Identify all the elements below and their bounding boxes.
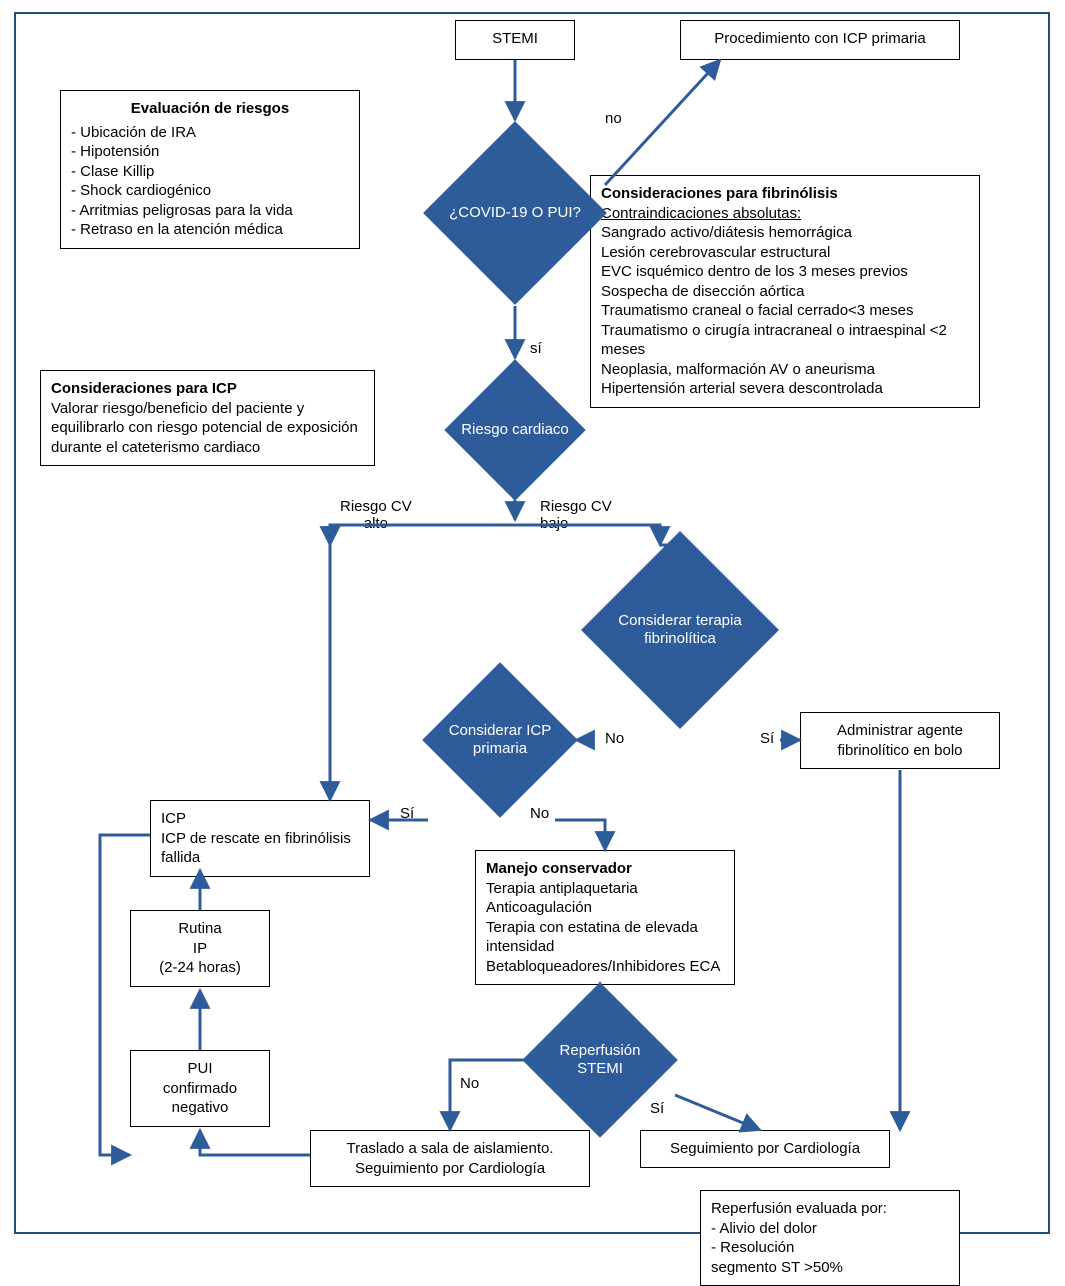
list-item: Arritmias peligrosas para la vida: [71, 201, 349, 221]
edge-label-icp-no: No: [530, 805, 549, 822]
body-line: (2-24 horas): [141, 958, 259, 978]
box-subtitle: Contraindicaciones absolutas:: [601, 204, 969, 224]
edge-label-riesgo-bajo: Riesgo CV bajo: [540, 498, 612, 532]
body-line: ICP de rescate en fibrinólisis fallida: [161, 829, 359, 868]
node-proc-icp-primaria: Procedimiento con ICP primaria: [680, 20, 960, 60]
body-line: Lesión cerebrovascular estructural: [601, 243, 969, 263]
body-line: EVC isquémico dentro de los 3 meses prev…: [601, 262, 969, 282]
diamond-label: Considerar ICP primaria: [440, 722, 560, 758]
box-title: Consideraciones para fibrinólisis: [601, 184, 969, 204]
box-seguimiento-cardiologia: Seguimiento por Cardiología: [640, 1130, 890, 1168]
body-line: Traumatismo craneal o facial cerrado<3 m…: [601, 301, 969, 321]
box-administrar-agente: Administrar agente fibrinolítico en bolo: [800, 712, 1000, 769]
edge-label-rep-si: Sí: [650, 1100, 664, 1117]
body-line: Traslado a sala de aislamiento.: [321, 1139, 579, 1159]
body-line: confirmado: [141, 1079, 259, 1099]
flowchart-stage: STEMI Procedimiento con ICP primaria Eva…: [0, 0, 1065, 1248]
decision-covid-pui: ¿COVID-19 O PUI?: [450, 148, 580, 278]
list-item: Shock cardiogénico: [71, 181, 349, 201]
edge-label-si: sí: [530, 340, 542, 357]
decision-riesgo-cardiaco: Riesgo cardiaco: [465, 380, 565, 480]
body-line: Anticoagulación: [486, 898, 724, 918]
decision-reperfusion-stemi: Reperfusión STEMI: [545, 1005, 655, 1115]
body-line: negativo: [141, 1098, 259, 1118]
node-label: STEMI: [492, 30, 538, 47]
box-traslado: Traslado a sala de aislamiento. Seguimie…: [310, 1130, 590, 1187]
box-icp-rescate: ICP ICP de rescate en fibrinólisis falli…: [150, 800, 370, 877]
edge-label-no: no: [605, 110, 622, 127]
edge-label-fibro-no: No: [605, 730, 624, 747]
body-line: PUI: [141, 1059, 259, 1079]
edge-label-icp-si: Sí: [400, 805, 414, 822]
edge-label-fibro-si: Sí: [760, 730, 774, 747]
body-line: Terapia antiplaquetaria: [486, 879, 724, 899]
body-line: Terapia con estatina de elevada intensid…: [486, 918, 724, 957]
body-line: Seguimiento por Cardiología: [651, 1139, 879, 1159]
body-line: Betabloqueadores/Inhibidores ECA: [486, 957, 724, 977]
box-title: Evaluación de riesgos: [71, 99, 349, 119]
list-item: Clase Killip: [71, 162, 349, 182]
body-line: Administrar agente fibrinolítico en bolo: [811, 721, 989, 760]
box-consideraciones-icp: Consideraciones para ICP Valorar riesgo/…: [40, 370, 375, 466]
body-text: Reperfusión evaluada por: - Alivio del d…: [711, 1200, 887, 1276]
diamond-label: ¿COVID-19 O PUI?: [435, 204, 595, 222]
body-line: Neoplasia, malformación AV o aneurisma: [601, 360, 969, 380]
list-item: Ubicación de IRA: [71, 123, 349, 143]
body-line: Hipertensión arterial severa descontrola…: [601, 379, 969, 399]
box-pui-negativo: PUI confirmado negativo: [130, 1050, 270, 1127]
diamond-label: Reperfusión STEMI: [540, 1042, 660, 1078]
diamond-label: Riesgo cardiaco: [460, 421, 570, 439]
edge-label-riesgo-alto: Riesgo CV alto: [340, 498, 412, 532]
body-line: Seguimiento por Cardiología: [321, 1159, 579, 1179]
box-title: Consideraciones para ICP: [51, 379, 364, 399]
list-item: Retraso en la atención médica: [71, 220, 349, 240]
body-line: Traumatismo o cirugía intracraneal o int…: [601, 321, 969, 360]
box-reperfusion-evaluada: Reperfusión evaluada por: - Alivio del d…: [700, 1190, 960, 1286]
body-line: Sospecha de disección aórtica: [601, 282, 969, 302]
body-line: IP: [141, 939, 259, 959]
box-list: Ubicación de IRA Hipotensión Clase Killi…: [71, 123, 349, 240]
list-item: Hipotensión: [71, 142, 349, 162]
edge-label-rep-no: No: [460, 1075, 479, 1092]
body-line: Rutina: [141, 919, 259, 939]
body-line: ICP: [161, 809, 359, 829]
diamond-label: Considerar terapia fibrinolítica: [600, 612, 760, 648]
box-rutina-ip: Rutina IP (2-24 horas): [130, 910, 270, 987]
box-consideraciones-fibrinolisis: Consideraciones para fibrinólisis Contra…: [590, 175, 980, 408]
body-line: Sangrado activo/diátesis hemorrágica: [601, 223, 969, 243]
box-manejo-conservador: Manejo conservador Terapia antiplaquetar…: [475, 850, 735, 985]
decision-considerar-fibrinolitica: Considerar terapia fibrinolítica: [610, 560, 750, 700]
body-line: Valorar riesgo/beneficio del paciente y …: [51, 399, 364, 458]
box-title: Manejo conservador: [486, 859, 724, 879]
node-label: Procedimiento con ICP primaria: [714, 30, 925, 47]
box-evaluacion-riesgos: Evaluación de riesgos Ubicación de IRA H…: [60, 90, 360, 249]
decision-considerar-icp-primaria: Considerar ICP primaria: [445, 685, 555, 795]
box-body: Sangrado activo/diátesis hemorrágica Les…: [601, 223, 969, 399]
node-stemi: STEMI: [455, 20, 575, 60]
